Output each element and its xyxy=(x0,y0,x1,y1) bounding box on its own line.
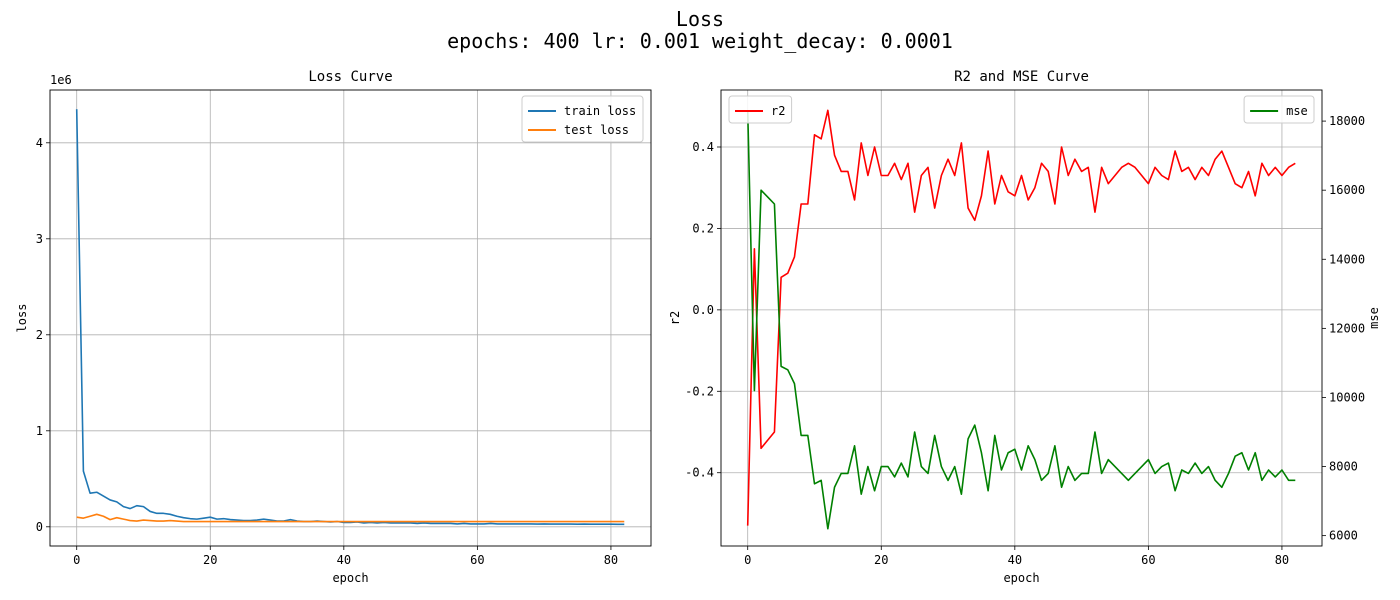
y-tick-label: 2 xyxy=(36,328,43,342)
x-tick-label: 0 xyxy=(744,553,751,567)
chart-1: 0 20 40 60 80 0 1 2 3 4 1e6 Loss Curve epoch loss trai… xyxy=(15,69,652,585)
y-tick-label: 0.2 xyxy=(692,221,714,235)
x-tick-label: 80 xyxy=(1275,553,1289,567)
series-line-r2 xyxy=(746,109,1296,526)
x-tick-label: 60 xyxy=(1141,553,1155,567)
chart-2: 0 20 40 60 80 -0.4 -0.2 0.0 0.2 0.4 6000 8000 10000 1… xyxy=(668,69,1381,585)
y-offset-label: 1e6 xyxy=(50,73,72,87)
x-tick-label: 40 xyxy=(1008,553,1022,567)
figure-subtitle: epochs: 400 lr: 0.001 weight_decay: 0.00… xyxy=(447,29,953,53)
legend: r2 xyxy=(728,95,793,124)
x-axis-label: epoch xyxy=(1003,571,1039,585)
series-line-mse xyxy=(746,110,1296,530)
chart-title: Loss Curve xyxy=(308,69,392,85)
legend-label: r2 xyxy=(771,104,785,118)
series-line-test-loss xyxy=(76,513,625,523)
legend-label: test loss xyxy=(564,123,629,137)
x-tick-label: 20 xyxy=(874,553,888,567)
y-tick-label: 0.0 xyxy=(692,303,714,317)
y-right-tick-label: 8000 xyxy=(1329,460,1358,474)
y-axis-label: r2 xyxy=(668,311,682,325)
chart-title: R2 and MSE Curve xyxy=(954,69,1089,85)
legend-frame xyxy=(1243,95,1315,124)
x-tick-label: 40 xyxy=(337,553,351,567)
legend: train loss test loss xyxy=(521,95,644,143)
y-right-tick-label: 10000 xyxy=(1329,390,1365,404)
legend: mse xyxy=(1243,95,1315,124)
y-axis-label-right: mse xyxy=(1367,307,1381,329)
y-tick-label: -0.4 xyxy=(685,466,714,480)
y-tick-label: 3 xyxy=(36,232,43,246)
y-axis-label: loss xyxy=(15,304,29,333)
legend-label: train loss xyxy=(564,104,636,118)
legend-frame xyxy=(728,95,793,124)
x-tick-label: 0 xyxy=(73,553,80,567)
y-right-tick-label: 18000 xyxy=(1329,114,1365,128)
series-line-train-loss xyxy=(75,109,625,526)
y-right-tick-label: 12000 xyxy=(1329,321,1365,335)
y-tick-label: 1 xyxy=(36,424,43,438)
axes-frame xyxy=(49,89,652,547)
x-axis-label: epoch xyxy=(332,571,368,585)
axes-frame xyxy=(720,89,1323,547)
figure-title: Loss xyxy=(675,7,725,31)
x-tick-label: 80 xyxy=(604,553,618,567)
y-tick-label: 0 xyxy=(36,520,43,534)
y-right-tick-label: 6000 xyxy=(1329,529,1358,543)
y-tick-label: -0.2 xyxy=(685,384,714,398)
x-tick-label: 60 xyxy=(470,553,484,567)
y-tick-label: 0.4 xyxy=(692,140,714,154)
legend-label: mse xyxy=(1286,104,1308,118)
y-right-tick-label: 16000 xyxy=(1329,183,1365,197)
y-tick-label: 4 xyxy=(36,136,43,150)
x-tick-label: 20 xyxy=(203,553,217,567)
y-right-tick-label: 14000 xyxy=(1329,252,1365,266)
